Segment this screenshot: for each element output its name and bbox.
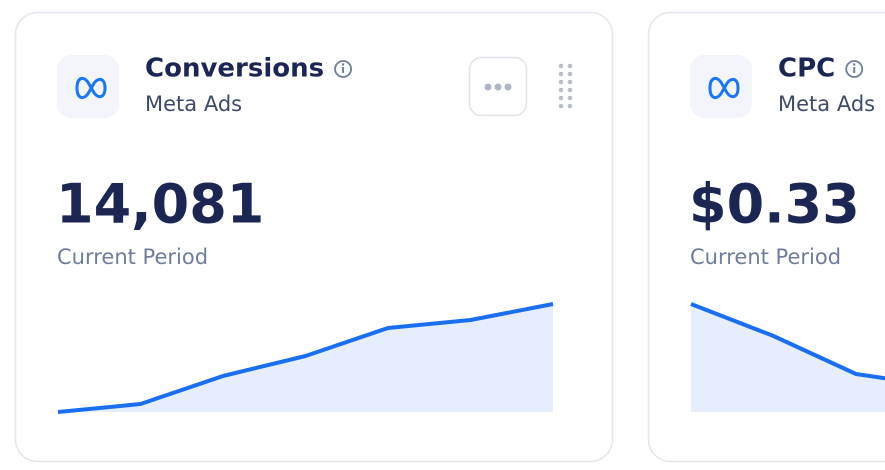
drag-handle-dot [558, 87, 564, 93]
more-dot [504, 83, 512, 91]
sparkline-area [691, 304, 885, 412]
more-dot [484, 83, 492, 91]
meta-logo [75, 77, 107, 99]
drag-handle-dot [558, 79, 564, 85]
drag-handle-dot [558, 103, 564, 109]
metric-card: Conversions Meta Ads 14,081 Current Period [14, 11, 614, 463]
drag-handle-dot [567, 71, 573, 77]
metric-value: $0.33 [689, 173, 860, 236]
info-icon-dot [853, 63, 856, 66]
sparkline-line [57, 302, 554, 414]
card-source: Meta Ads [778, 92, 875, 116]
metric-card: CPC Meta Ads $0.33 Current Period [647, 11, 885, 463]
source-icon-box [57, 55, 119, 118]
drag-handle-dot [567, 95, 573, 101]
sparkline-line [690, 302, 885, 381]
source-icon-box [690, 55, 752, 118]
meta-logo [708, 77, 740, 99]
drag-handle-dot [558, 95, 564, 101]
drag-handle-dot [567, 63, 573, 69]
more-dot [494, 83, 502, 91]
drag-handle-dot [567, 79, 573, 85]
info-icon[interactable] [845, 60, 864, 78]
drag-handle-dot [567, 87, 573, 93]
period-label: Current Period [57, 245, 208, 269]
drag-handle-dot [558, 63, 564, 69]
metric-value: 14,081 [56, 173, 264, 236]
card-title: CPC [778, 54, 835, 84]
card-source: Meta Ads [145, 92, 242, 116]
info-icon-dot [341, 63, 345, 66]
card-title: Conversions [145, 54, 324, 84]
period-label: Current Period [690, 245, 841, 269]
drag-handle-dot [558, 71, 564, 77]
info-icon[interactable] [334, 60, 352, 78]
drag-handle-dot [567, 103, 573, 109]
